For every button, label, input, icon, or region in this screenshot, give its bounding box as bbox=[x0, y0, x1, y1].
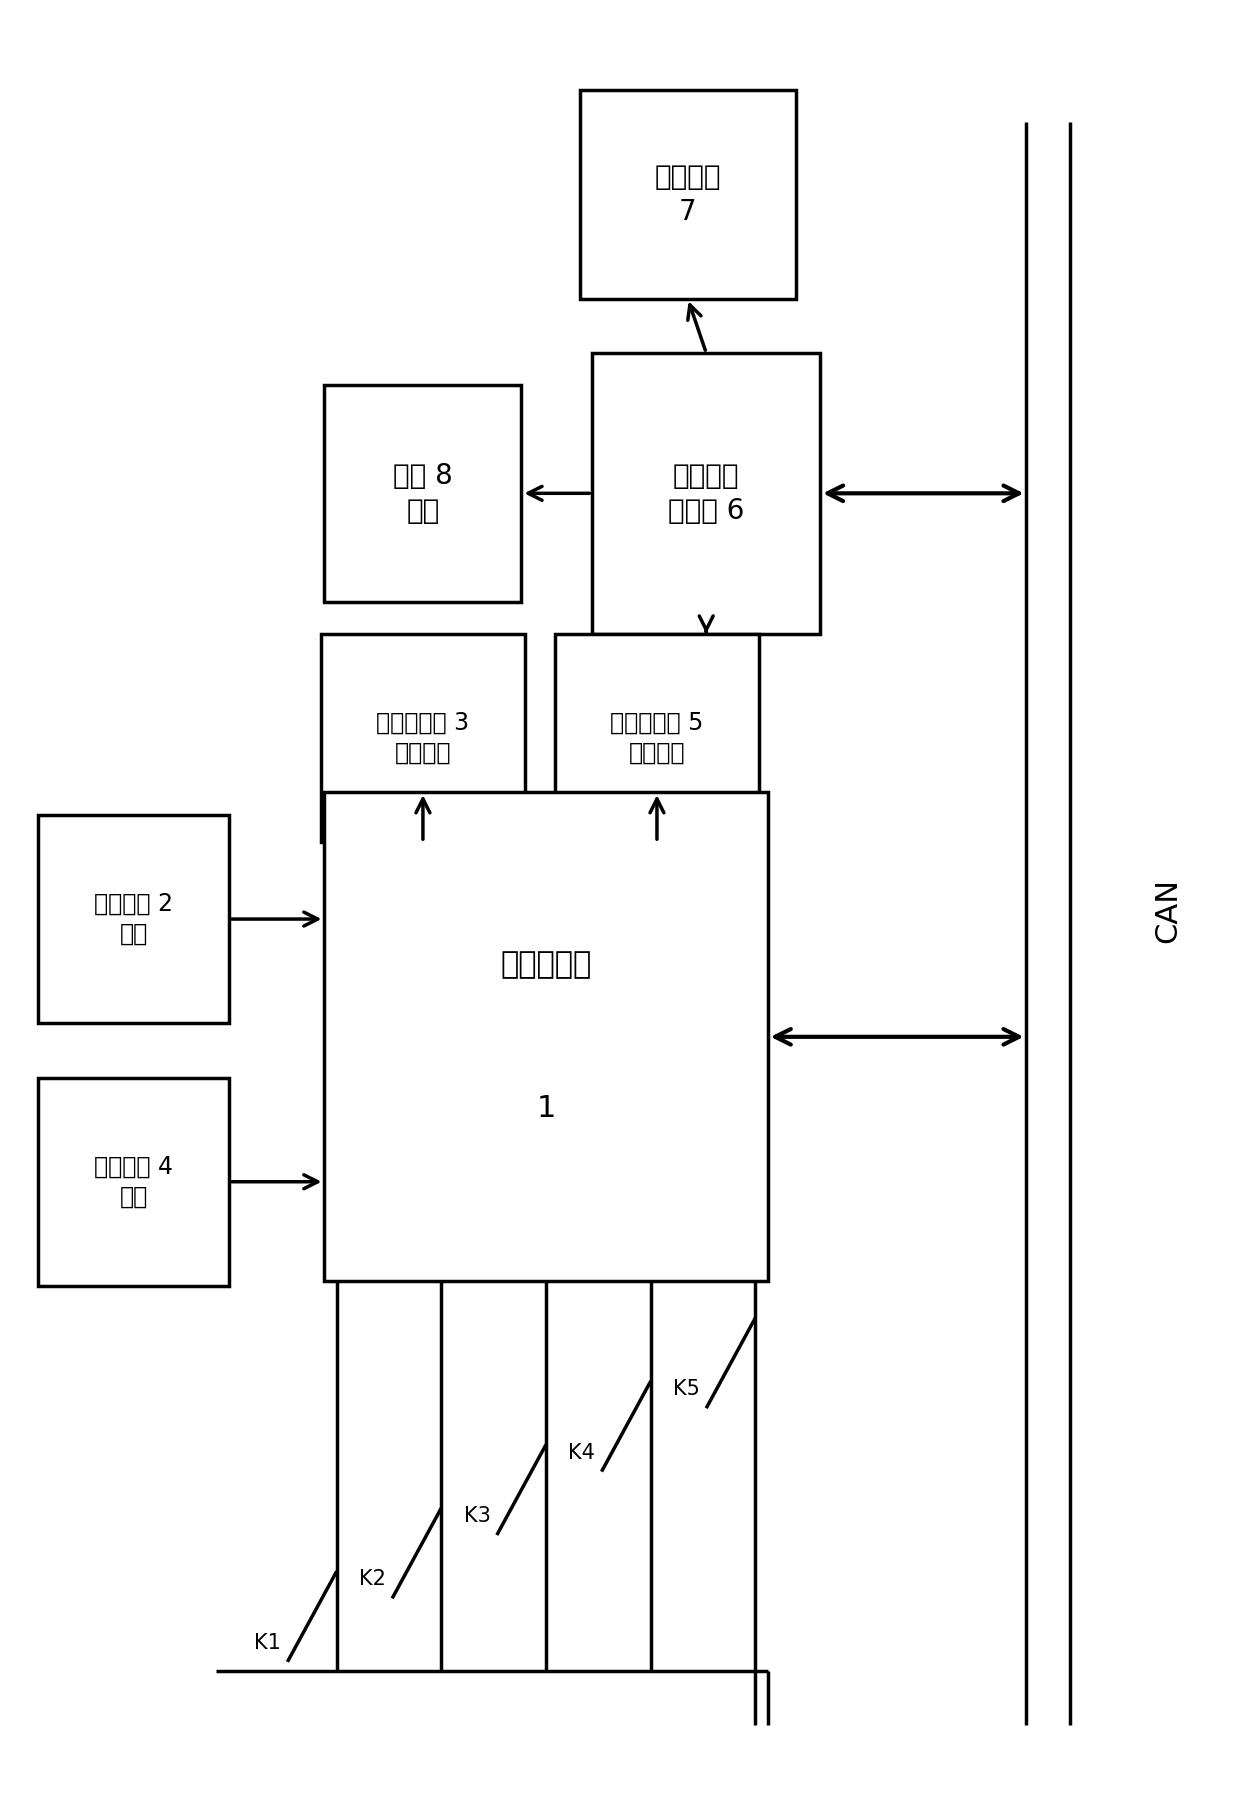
Text: K3: K3 bbox=[464, 1505, 491, 1525]
Text: 鼓风 8
电机: 鼓风 8 电机 bbox=[393, 462, 453, 524]
Bar bbox=[325, 384, 522, 602]
Text: K2: K2 bbox=[360, 1569, 386, 1589]
Text: K5: K5 bbox=[673, 1380, 701, 1400]
Bar bbox=[38, 815, 229, 1023]
Text: 压缩电机
7: 压缩电机 7 bbox=[655, 164, 720, 226]
Text: K4: K4 bbox=[568, 1443, 595, 1463]
Text: 湿度传感 2
器一: 湿度传感 2 器一 bbox=[94, 892, 174, 946]
Text: 温度传感器 3
二传感器: 温度传感器 3 二传感器 bbox=[377, 712, 470, 764]
Bar bbox=[556, 633, 759, 843]
Text: 温度传感器 5
二传感器: 温度传感器 5 二传感器 bbox=[610, 712, 703, 764]
Bar bbox=[38, 1077, 229, 1287]
Bar bbox=[325, 792, 768, 1281]
Text: K1: K1 bbox=[254, 1633, 281, 1653]
Text: 温度传感 4
器一: 温度传感 4 器一 bbox=[94, 1156, 174, 1208]
Text: CAN: CAN bbox=[1153, 877, 1183, 943]
Bar bbox=[321, 633, 525, 843]
Bar bbox=[580, 91, 796, 298]
Text: 中央控制器



1: 中央控制器 1 bbox=[501, 950, 591, 1123]
Text: 空调系统
控制器 6: 空调系统 控制器 6 bbox=[668, 462, 744, 524]
Bar bbox=[593, 353, 820, 633]
